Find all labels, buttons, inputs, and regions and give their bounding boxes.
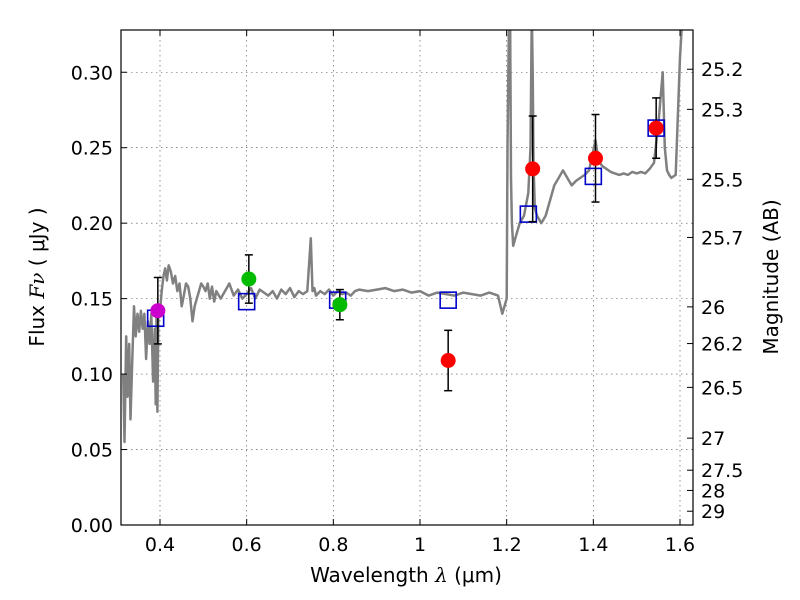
model-photometry-square: [519, 205, 538, 223]
observed-photometry-point: [150, 303, 166, 319]
plot-frame: [120, 29, 694, 526]
y-tick-label: 0.30: [71, 62, 113, 84]
x-tick-label: 1: [414, 534, 426, 556]
magnitude-tick-label: 25.2: [701, 59, 743, 81]
model-photometry-square: [439, 291, 457, 309]
magnitude-tick-label: 25.7: [701, 227, 743, 249]
magnitude-axis-label: Magnitude (AB): [759, 199, 783, 354]
x-axis-label-symbol: λ: [434, 563, 448, 587]
spectrum-line: [121, 30, 683, 444]
x-axis-label: Wavelength λ (μm): [310, 563, 502, 587]
magnitude-tick-label: 26.5: [701, 377, 743, 399]
observed-photometry-point: [440, 353, 456, 369]
x-tick-label: 1.4: [578, 534, 608, 556]
magnitude-tick-label: 29: [701, 501, 725, 523]
x-tick-label: 0.8: [318, 534, 348, 556]
tick-labels: 0.4 0.6 0.8 1 1.2 1.4 1.6 0.00 0.05 0.10 0.15 0.20 0…: [71, 59, 744, 556]
y-axis-label: Flux Fν ( μJy ): [25, 207, 49, 346]
x-tick-label: 0.6: [232, 534, 262, 556]
magnitude-tick-label: 27: [701, 428, 725, 450]
magnitude-tick-label: 26: [701, 297, 725, 319]
observed-photometry-point: [241, 271, 257, 287]
observed-photometry-point: [332, 297, 348, 313]
model-photometry-square: [584, 167, 603, 186]
y-tick-label: 0.25: [71, 138, 113, 160]
magnitude-tick-label: 28: [701, 480, 725, 502]
x-tick-label: 1.6: [665, 534, 695, 556]
observed-photometry-point: [588, 150, 603, 166]
x-tick-label: 0.4: [145, 534, 175, 556]
observed-photometry-layer: [150, 120, 664, 369]
y-axis-label-text: Flux: [25, 305, 49, 347]
ticks: [121, 30, 693, 526]
y-tick-label: 0.15: [71, 289, 113, 311]
y-tick-label: 0.00: [71, 515, 113, 537]
y-axis-label-symbol: Fν: [25, 273, 49, 300]
observed-photometry-point: [648, 120, 664, 136]
magnitude-tick-label: 27.5: [701, 460, 743, 482]
y-tick-label: 0.05: [71, 440, 113, 462]
spectrum-layer: [121, 30, 683, 444]
x-axis-label-unit: (μm): [454, 563, 502, 587]
observed-photometry-point: [525, 161, 541, 177]
y-tick-label: 0.10: [71, 364, 113, 386]
magnitude-tick-label: 25.3: [701, 99, 743, 121]
magnitude-tick-label: 26.2: [701, 334, 743, 356]
model-photometry-square: [237, 292, 256, 311]
x-axis-label-text: Wavelength: [310, 563, 429, 587]
magnitude-tick-label: 25.5: [701, 169, 743, 191]
y-axis-label-unit: ( μJy ): [25, 207, 49, 266]
y-tick-label: 0.20: [71, 213, 113, 235]
x-tick-label: 1.2: [492, 534, 522, 556]
